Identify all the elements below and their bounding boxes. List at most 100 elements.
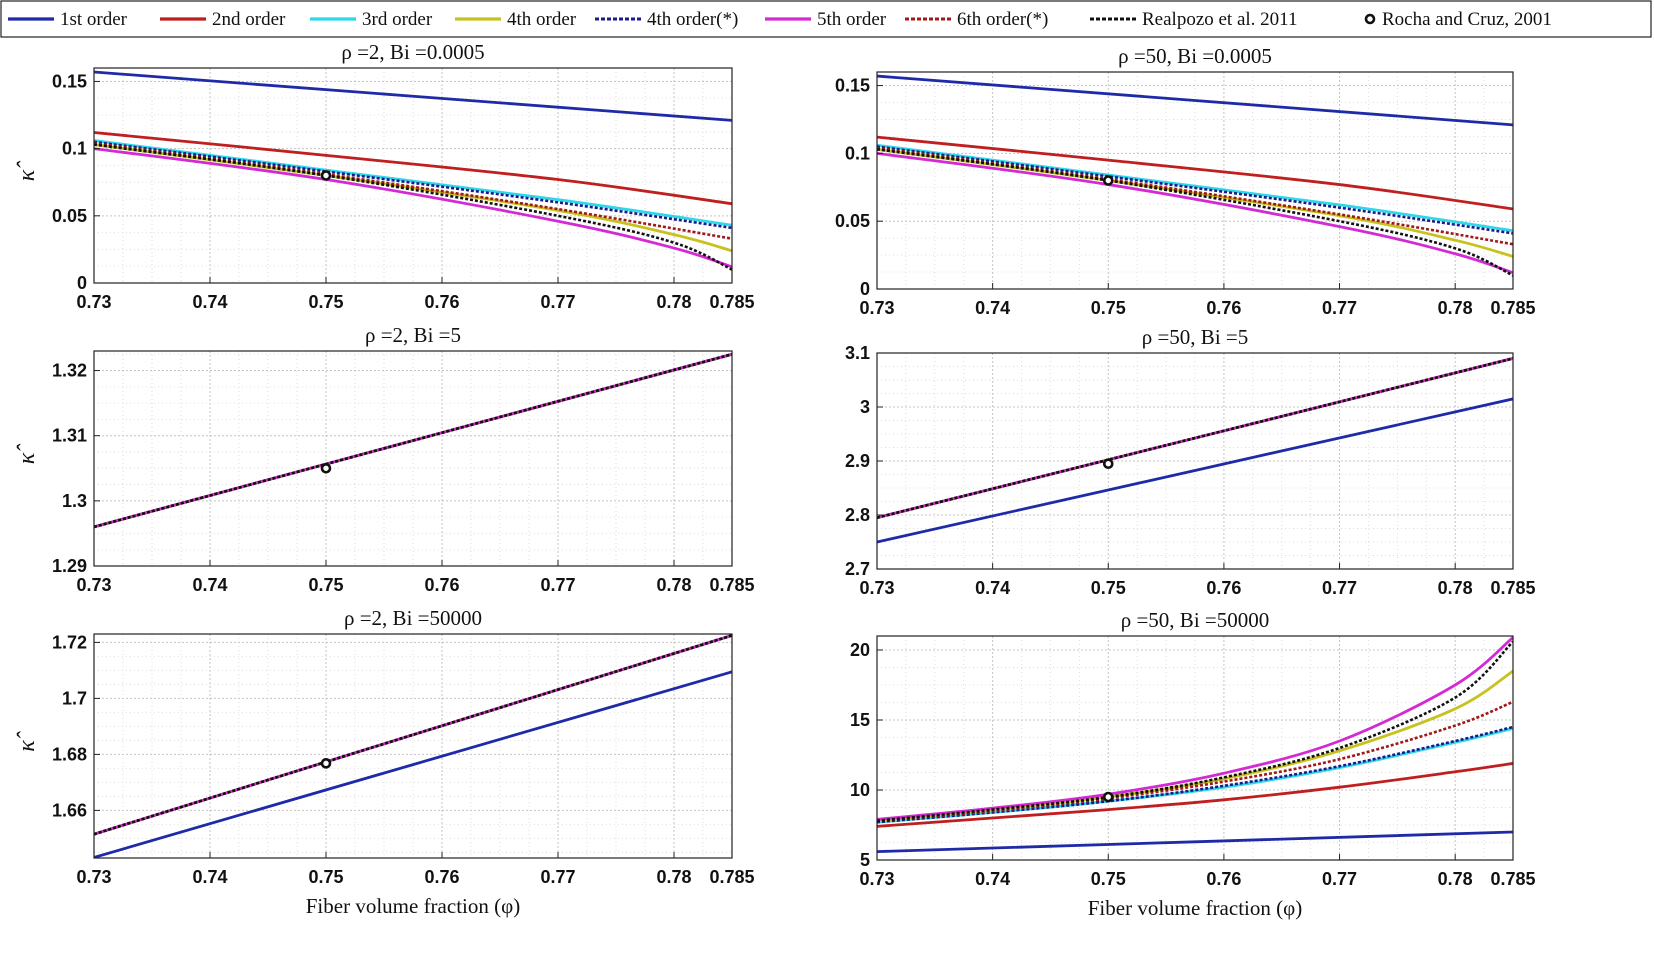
- x-tick-label: 0.74: [192, 292, 227, 312]
- x-tick-label: 0.78: [656, 575, 691, 595]
- x-tick-label: 0.74: [975, 578, 1010, 598]
- x-tick-label: 0.77: [540, 575, 575, 595]
- plot-area: [94, 351, 732, 566]
- grid: [877, 353, 1513, 569]
- series-group: [877, 74, 1513, 277]
- legend-item-rocha-and-cruz-2001: Rocha and Cruz, 2001: [1364, 9, 1552, 30]
- y-tick-label: 1.66: [52, 800, 87, 820]
- x-tick-label: 0.74: [192, 575, 227, 595]
- x-tick-label: 0.78: [656, 292, 691, 312]
- series-line-1st-order: [877, 74, 1513, 127]
- legend-label: 1st order: [60, 9, 128, 30]
- y-tick-label: 15: [850, 710, 870, 730]
- legend-label: 4th order(*): [647, 9, 738, 30]
- legend-item-4th-order: 4th order(*): [595, 9, 738, 30]
- x-tick-label: 0.73: [859, 298, 894, 318]
- x-axis-label: Fiber volume fraction (φ): [306, 894, 520, 918]
- x-tick-label: 0.76: [1206, 578, 1241, 598]
- series-line-1st-order: [877, 397, 1513, 544]
- panel-title: ρ =50, Bi =5: [1142, 325, 1249, 349]
- legend-label: 6th order(*): [957, 9, 1048, 30]
- y-tick-label: 2.9: [845, 451, 870, 471]
- panel-title: ρ =50, Bi =50000: [1121, 608, 1270, 632]
- y-tick-label: 1.72: [52, 632, 87, 652]
- chart-panel-1: 0.73 0.74 0.75 0.76 0.77 0.78 0.785 0 0.05 0.1 0.1…: [14, 40, 755, 312]
- x-tick-label: 0.77: [1322, 869, 1357, 889]
- panel-title: ρ =2, Bi =50000: [344, 606, 482, 630]
- x-tick-label: 0.785: [1490, 869, 1535, 889]
- legend: 1st order 2nd order 3rd order 4th order 4th …: [0, 0, 1652, 38]
- series-line-1st-order: [877, 830, 1513, 853]
- series-group: [877, 636, 1513, 853]
- legend-item-realpozo-et-al-2011: Realpozo et al. 2011: [1090, 9, 1297, 30]
- y-tick-label: 0: [860, 279, 870, 299]
- series-line-1st-order: [94, 70, 732, 122]
- grid: [94, 634, 732, 858]
- y-tick-label: 1.3: [62, 491, 87, 511]
- legend-label: Realpozo et al. 2011: [1142, 9, 1297, 30]
- series-group: [94, 634, 732, 858]
- series-line-realpozo-et-al-2011: [877, 640, 1513, 823]
- x-tick-label: 0.75: [308, 292, 343, 312]
- x-tick-label: 0.76: [1206, 298, 1241, 318]
- legend-label: Rocha and Cruz, 2001: [1382, 9, 1552, 30]
- y-tick-label: 5: [860, 850, 870, 870]
- legend-item-2nd-order: 2nd order: [160, 9, 286, 30]
- legend-item-3rd-order: 3rd order: [310, 9, 433, 30]
- y-axis-label: κ̂: [14, 444, 40, 465]
- x-tick-label: 0.76: [1206, 869, 1241, 889]
- series-line-realpozo-et-al-2011: [94, 353, 732, 529]
- chart-panel-3: 0.73 0.74 0.75 0.76 0.77 0.78 0.785 1.29 1.3 1.31…: [14, 323, 755, 595]
- x-axis-label: Fiber volume fraction (φ): [1088, 896, 1302, 920]
- legend-box: [0, 0, 1652, 38]
- y-tick-label: 2.7: [845, 559, 870, 579]
- x-tick-label: 0.77: [1322, 298, 1357, 318]
- x-tick-label: 0.74: [192, 867, 227, 887]
- series-group: [94, 70, 732, 271]
- y-tick-label: 20: [850, 640, 870, 660]
- series-line-1st-order: [94, 670, 732, 858]
- series-line-5th-order: [877, 636, 1513, 821]
- chart-panel-5: 0.73 0.74 0.75 0.76 0.77 0.78 0.785 1.66 1.68 1.7…: [14, 606, 755, 918]
- x-tick-label: 0.785: [1490, 578, 1535, 598]
- y-tick-label: 0: [77, 273, 87, 293]
- x-tick-label: 0.78: [1438, 869, 1473, 889]
- panel-title: ρ =2, Bi =0.0005: [341, 40, 484, 64]
- x-tick-label: 0.78: [656, 867, 691, 887]
- y-tick-label: 3: [860, 397, 870, 417]
- y-tick-label: 1.31: [52, 426, 87, 446]
- legend-item-1st-order: 1st order: [8, 9, 128, 30]
- legend-item-5th-order: 5th order: [765, 9, 887, 30]
- y-tick-label: 0.05: [52, 206, 87, 226]
- axes-frame: [93, 350, 733, 567]
- data-point-rocha-and-cruz-2001: [320, 170, 332, 181]
- y-tick-label: 0.05: [835, 211, 870, 231]
- x-tick-label: 0.73: [859, 869, 894, 889]
- legend-item-6th-order: 6th order(*): [905, 9, 1048, 30]
- legend-label: 4th order: [507, 9, 577, 30]
- panel-title: ρ =50, Bi =0.0005: [1118, 44, 1272, 68]
- chart-panel-4: 0.73 0.74 0.75 0.76 0.77 0.78 0.785 2.7 2.8 2.9 3 3…: [845, 325, 1536, 598]
- y-tick-label: 0.1: [845, 143, 870, 163]
- x-tick-label: 0.75: [308, 867, 343, 887]
- x-tick-label: 0.785: [1490, 298, 1535, 318]
- series-group: [94, 352, 732, 529]
- x-tick-label: 0.75: [308, 575, 343, 595]
- y-tick-label: 0.1: [62, 139, 87, 159]
- x-tick-label: 0.78: [1438, 298, 1473, 318]
- series-line-2nd-order: [877, 762, 1513, 828]
- x-tick-label: 0.74: [975, 298, 1010, 318]
- y-tick-label: 3.1: [845, 343, 870, 363]
- x-tick-label: 0.73: [76, 867, 111, 887]
- x-tick-label: 0.76: [424, 292, 459, 312]
- plot-area: [94, 68, 732, 283]
- x-tick-label: 0.77: [1322, 578, 1357, 598]
- y-tick-label: 0.15: [52, 71, 87, 91]
- chart-panel-6: 0.73 0.74 0.75 0.76 0.77 0.78 0.785 5 10 15 20 ρ =5…: [850, 608, 1536, 920]
- x-tick-label: 0.77: [540, 867, 575, 887]
- x-tick-label: 0.78: [1438, 578, 1473, 598]
- legend-item-4th-order: 4th order: [455, 9, 577, 30]
- x-tick-label: 0.75: [1091, 298, 1126, 318]
- x-tick-label: 0.75: [1091, 578, 1126, 598]
- legend-label: 5th order: [817, 9, 887, 30]
